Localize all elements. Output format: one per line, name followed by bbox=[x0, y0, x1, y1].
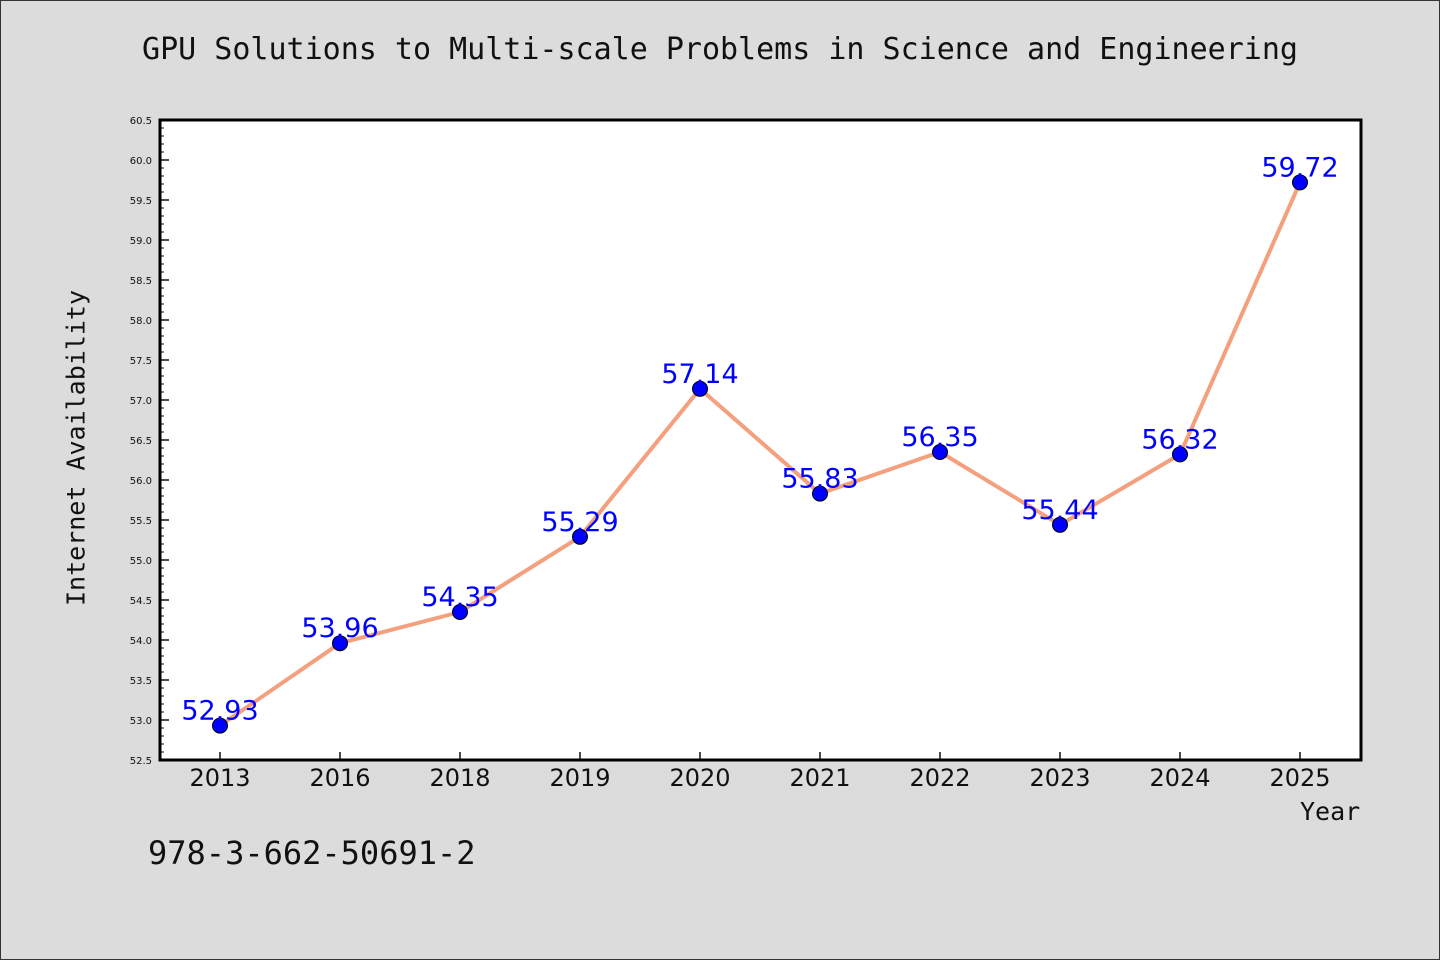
data-point bbox=[1052, 516, 1068, 533]
y-tick-label: 58.0 bbox=[130, 316, 152, 327]
data-point bbox=[572, 528, 588, 545]
y-tick-label: 59.0 bbox=[130, 236, 152, 247]
isbn-footer: 978-3-662-50691-2 bbox=[148, 834, 476, 872]
y-tick-label: 53.5 bbox=[130, 676, 152, 687]
data-point bbox=[1172, 446, 1188, 463]
y-tick-label: 58.5 bbox=[130, 276, 152, 287]
x-tick-label: 2024 bbox=[1149, 764, 1210, 792]
y-tick-label: 57.5 bbox=[130, 356, 152, 367]
y-tick-label: 56.5 bbox=[130, 436, 152, 447]
x-tick-label: 2025 bbox=[1269, 764, 1330, 792]
y-tick-label: 55.0 bbox=[130, 556, 152, 567]
y-tick-label: 60.0 bbox=[130, 156, 152, 167]
y-tick-label: 54.5 bbox=[130, 596, 152, 607]
x-tick-label: 2021 bbox=[789, 764, 850, 792]
data-label: 57.14 bbox=[661, 359, 738, 390]
x-tick-label: 2013 bbox=[189, 764, 250, 792]
data-label: 53.96 bbox=[301, 613, 378, 644]
y-tick-label: 57.0 bbox=[130, 396, 152, 407]
data-label: 56.35 bbox=[901, 422, 978, 453]
data-point bbox=[692, 380, 708, 397]
y-tick-label: 52.5 bbox=[130, 756, 152, 767]
data-label: 54.35 bbox=[421, 582, 498, 613]
data-point bbox=[932, 444, 948, 460]
data-label: 59.72 bbox=[1261, 152, 1338, 183]
y-tick-label: 59.5 bbox=[130, 196, 152, 207]
y-tick-label: 60.5 bbox=[130, 116, 152, 127]
y-tick-label: 53.0 bbox=[130, 716, 152, 727]
series-line bbox=[218, 181, 1302, 728]
data-point bbox=[1292, 174, 1308, 191]
x-axis-label: Year bbox=[1300, 797, 1361, 826]
x-tick-label: 2019 bbox=[549, 764, 610, 792]
x-tick-label: 2022 bbox=[909, 764, 970, 792]
data-point bbox=[332, 635, 348, 652]
data-point bbox=[812, 485, 828, 502]
y-tick-label: 55.5 bbox=[130, 516, 152, 527]
data-label: 52.93 bbox=[181, 696, 258, 727]
x-tick-label: 2023 bbox=[1029, 764, 1090, 792]
y-tick-label: 54.0 bbox=[130, 636, 152, 647]
data-label: 55.83 bbox=[781, 464, 858, 495]
data-label: 56.32 bbox=[1141, 424, 1218, 455]
plot-border bbox=[158, 118, 1363, 762]
data-label: 55.44 bbox=[1021, 495, 1098, 526]
data-point bbox=[212, 717, 228, 734]
data-point bbox=[452, 604, 468, 620]
x-tick-label: 2018 bbox=[429, 764, 490, 792]
y-tick-label: 56.0 bbox=[130, 476, 152, 487]
data-label: 55.29 bbox=[541, 507, 618, 538]
x-tick-label: 2020 bbox=[669, 764, 730, 792]
chart-title: GPU Solutions to Multi-scale Problems in… bbox=[142, 32, 1298, 67]
x-tick-label: 2016 bbox=[309, 764, 370, 792]
